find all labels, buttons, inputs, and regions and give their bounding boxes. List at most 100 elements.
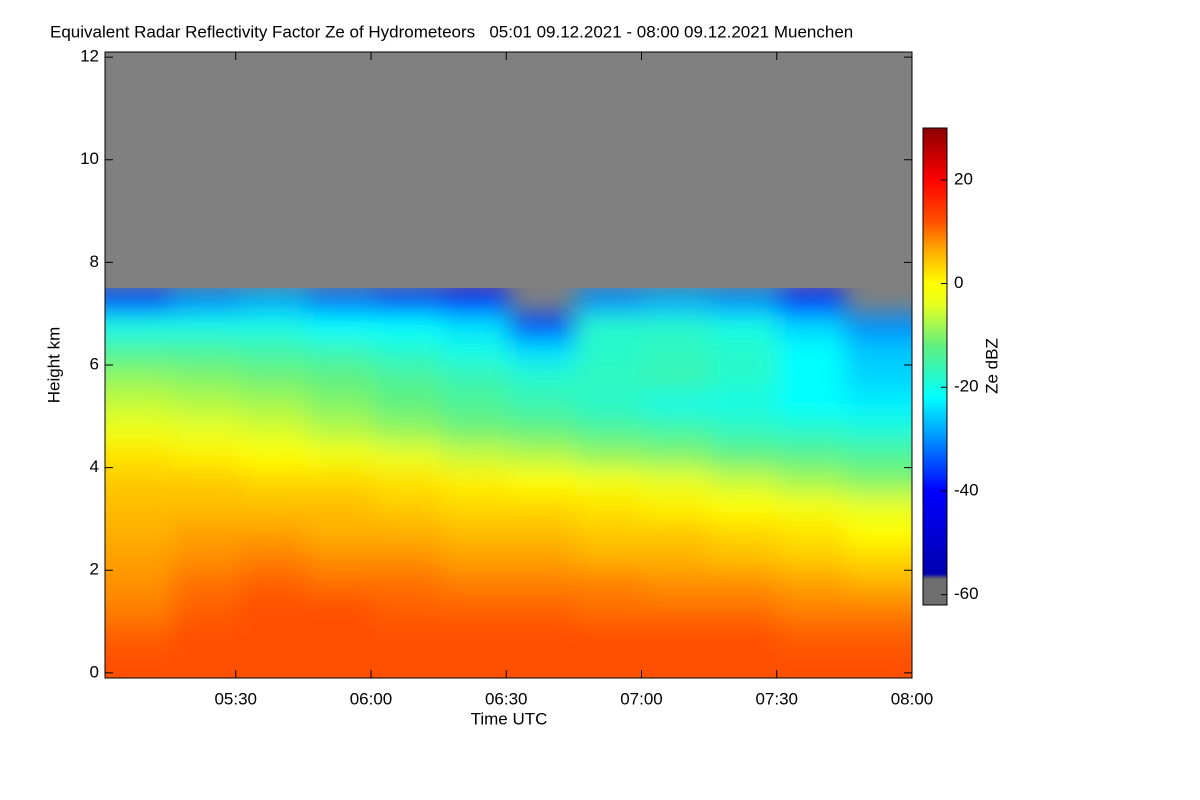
heatmap-cell [710,390,779,417]
heatmap-cell [306,390,375,417]
y-tick-label: 10 [80,149,99,168]
heatmap-cell [508,493,577,520]
heatmap-cell [172,518,241,546]
heatmap-field [105,288,912,678]
heatmap-cell [105,595,173,623]
heatmap-cell [105,518,173,546]
heatmap-cell [105,441,173,469]
heatmap-cell [172,416,241,443]
heatmap-cell [306,544,375,571]
heatmap-cell [575,518,644,546]
heatmap-cell [710,313,779,340]
y-axis-label: Height km [44,327,63,404]
heatmap-cell [575,313,644,340]
heatmap-cell [777,416,846,443]
heatmap-cell [239,467,308,494]
heatmap-cell [172,467,241,494]
heatmap-cell [643,647,711,678]
heatmap-cell [777,595,846,623]
heatmap-cell [777,647,846,678]
heatmap-cell [374,570,442,597]
heatmap-cell [374,416,442,443]
heatmap-cell [777,493,846,520]
heatmap-cell [844,339,912,366]
heatmap-cell [306,441,375,469]
y-tick-label: 0 [90,662,99,681]
x-tick-label: 07:00 [620,689,663,708]
heatmap-cell [172,621,241,648]
heatmap-cells [105,288,912,678]
heatmap-cell [239,441,308,469]
colorbar-label: Ze dBZ [982,338,1001,394]
y-tick-label: 2 [90,560,99,579]
heatmap-cell [172,441,241,469]
heatmap-cell [172,288,241,315]
y-tick-label: 8 [90,252,99,271]
x-tick-label: 06:30 [485,689,528,708]
heatmap-cell [239,544,308,571]
heatmap-cell [105,288,173,315]
heatmap-cell [441,313,510,340]
heatmap-cell [306,467,375,494]
heatmap-cell [508,313,577,340]
heatmap-cell [306,339,375,366]
heatmap-cell [844,595,912,623]
heatmap-cell [575,467,644,494]
heatmap-cell [306,416,375,443]
heatmap-cell [172,544,241,571]
heatmap-cell [441,544,510,571]
heatmap-cell [508,570,577,597]
heatmap-cell [575,390,644,417]
heatmap-cell [508,339,577,366]
heatmap-cell [172,493,241,520]
heatmap-cell [575,416,644,443]
heatmap-cell [643,493,711,520]
heatmap-cell [441,390,510,417]
heatmap-cell [844,544,912,571]
heatmap-cell [105,416,173,443]
heatmap-cell [441,647,510,678]
heatmap-cell [710,441,779,469]
heatmap-cell [374,493,442,520]
chart-title: Equivalent Radar Reflectivity Factor Ze … [50,22,853,41]
heatmap-cell [844,467,912,494]
colorbar-tick-label: 0 [954,273,963,292]
heatmap-cell [105,390,173,417]
heatmap-cell [777,441,846,469]
heatmap-cell [844,416,912,443]
heatmap-cell [777,467,846,494]
heatmap-cell [844,441,912,469]
heatmap-cell [643,288,711,315]
y-tick-label: 12 [80,47,99,66]
heatmap-cell [643,518,711,546]
heatmap-cell [508,365,577,392]
heatmap-cell [172,647,241,678]
heatmap-cell [441,339,510,366]
heatmap-cell [777,544,846,571]
heatmap-cell [374,467,442,494]
heatmap-cell [710,544,779,571]
heatmap-cell [710,647,779,678]
heatmap-cell [710,339,779,366]
heatmap-cell [643,390,711,417]
heatmap-cell [777,518,846,546]
heatmap-cell [710,621,779,648]
heatmap-cell [777,621,846,648]
heatmap-cell [239,493,308,520]
heatmap-cell [306,288,375,315]
heatmap-cell [374,390,442,417]
heatmap-cell [508,416,577,443]
heatmap-cell [374,544,442,571]
heatmap-cell [105,544,173,571]
colorbar-tick-label: -60 [954,584,979,603]
heatmap-cell [239,518,308,546]
y-tick-label: 6 [90,354,99,373]
heatmap-cell [239,416,308,443]
heatmap-cell [105,365,173,392]
heatmap-cell [643,416,711,443]
heatmap-cell [575,544,644,571]
heatmap-cell [508,467,577,494]
heatmap-cell [844,313,912,340]
heatmap-cell [374,313,442,340]
heatmap-cell [643,570,711,597]
